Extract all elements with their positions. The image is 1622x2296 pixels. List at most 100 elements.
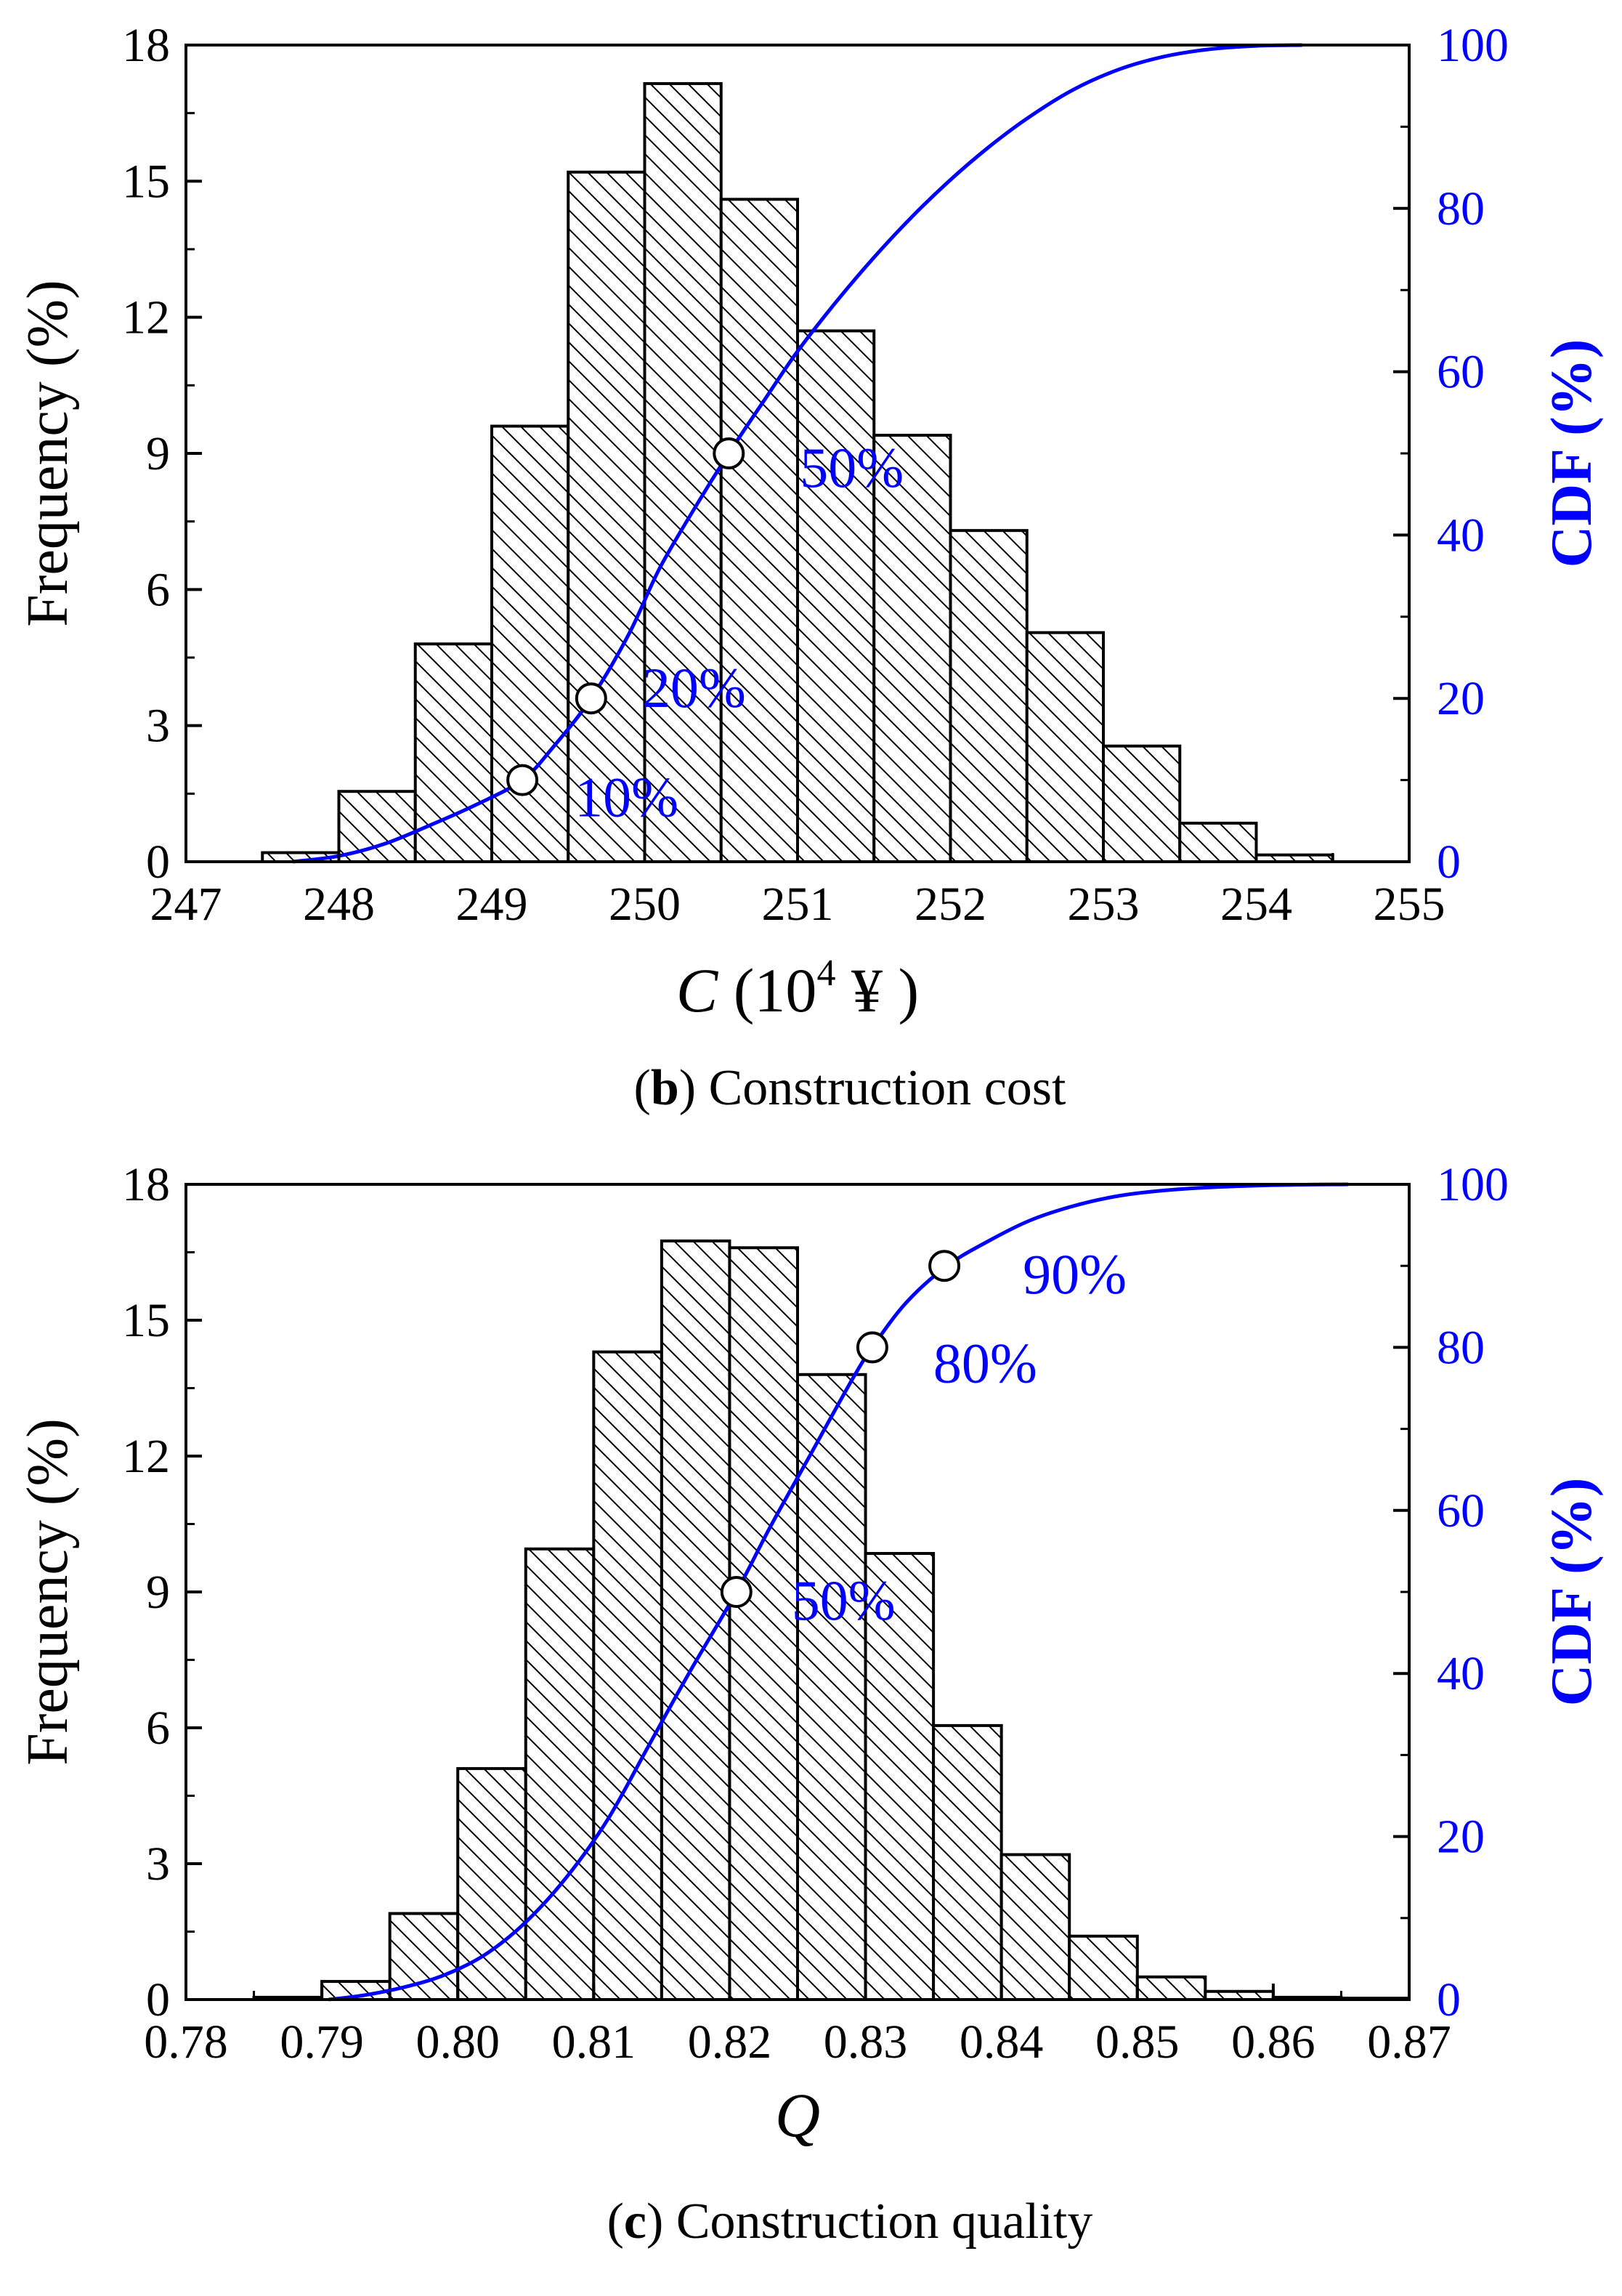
x-axis-unit-exponent: 4 — [816, 953, 835, 994]
y2-tick-label: 40 — [1437, 1647, 1485, 1700]
x-tick-label: 253 — [1068, 878, 1140, 931]
histogram-bar — [337, 790, 417, 863]
y2-tick-label: 100 — [1437, 1158, 1509, 1211]
caption-letter: b — [651, 1060, 679, 1116]
x-axis-ticks: 247 248 249 250 251 252 253 254 255 — [150, 846, 1445, 931]
y-tick-label: 12 — [122, 291, 170, 344]
caption-text: Construction quality — [663, 2194, 1092, 2249]
cdf-marker — [856, 1331, 888, 1364]
x-tick-label: 254 — [1220, 878, 1292, 931]
y2-axis-ticks: 0 20 40 60 80 100 — [1393, 19, 1509, 889]
x-tick-label: 0.79 — [280, 2016, 364, 2069]
y2-tick-label: 20 — [1437, 672, 1485, 725]
x-tick-label: 0.78 — [144, 2016, 228, 2069]
x-tick-label: 0.81 — [552, 2016, 636, 2069]
x-tick-label: 0.85 — [1095, 2016, 1180, 2069]
y-axis-ticks: 0 3 6 9 12 15 18 — [122, 1158, 202, 2026]
panel-caption: (b) Construction cost — [634, 1060, 1067, 1116]
histogram-bar — [999, 1853, 1071, 2002]
caption-text: Construction cost — [696, 1060, 1066, 1116]
x-tick-label: 249 — [456, 878, 528, 931]
y-tick-label: 12 — [122, 1430, 170, 1483]
cdf-curve — [292, 43, 1302, 864]
x-tick-label: 0.86 — [1231, 2016, 1315, 2069]
x-axis-title: Q — [775, 2080, 820, 2150]
histogram-bar — [872, 434, 952, 863]
histogram-bar — [643, 82, 723, 864]
histogram-bar — [719, 198, 799, 863]
x-tick-label: 0.87 — [1367, 2016, 1451, 2069]
histogram-bar — [932, 1723, 1003, 2001]
y-tick-label: 15 — [122, 155, 170, 208]
cdf-marker-label: 80% — [933, 1331, 1037, 1394]
y2-tick-label: 100 — [1437, 19, 1509, 72]
histogram-bar — [796, 1373, 867, 2002]
y2-tick-label: 80 — [1437, 1321, 1485, 1374]
histogram-bar — [524, 1547, 596, 2002]
x-tick-label: 0.80 — [415, 2016, 500, 2069]
y-axis-title: Frequency (%) — [16, 280, 80, 627]
x-tick-label: 0.82 — [688, 2016, 772, 2069]
y-tick-label: 0 — [146, 1973, 170, 2026]
cdf-marker-label: 20% — [642, 656, 746, 719]
histogram-bars — [252, 1239, 1411, 2002]
y-tick-label: 18 — [122, 1158, 170, 1211]
y2-axis-ticks: 0 20 40 60 80 100 — [1393, 1158, 1509, 2026]
y2-axis-title: CDF (%) — [1540, 1478, 1604, 1707]
cdf-marker-label: 90% — [1023, 1242, 1127, 1306]
y-tick-label: 18 — [122, 19, 170, 72]
y2-axis-title: CDF (%) — [1540, 339, 1604, 568]
y-tick-label: 6 — [146, 563, 170, 616]
y2-tick-label: 0 — [1437, 1973, 1461, 2026]
cdf-markers: 50% 80% 90% — [720, 1242, 1127, 1632]
y2-tick-label: 20 — [1437, 1811, 1485, 1864]
cdf-marker — [506, 764, 539, 796]
y-tick-label: 9 — [146, 1566, 170, 1619]
x-axis-ticks: 0.78 0.79 0.80 0.81 0.82 0.83 0.84 0.85 0.86 0.87 — [144, 1984, 1451, 2069]
y-tick-label: 6 — [146, 1702, 170, 1755]
x-tick-label: 255 — [1374, 878, 1445, 931]
cdf-marker-label: 50% — [792, 1569, 896, 1632]
x-tick-label: 0.83 — [824, 2016, 908, 2069]
panel-b-construction-cost: 10% 20% 50% 247 248 249 250 251 252 253 254 255 0 3… — [16, 19, 1604, 1116]
x-axis-unit-tail: ¥ ) — [835, 955, 919, 1025]
x-axis-unit: (10 — [718, 955, 816, 1025]
cdf-marker-label: 50% — [800, 436, 904, 499]
y2-tick-label: 40 — [1437, 509, 1485, 562]
cdf-marker — [575, 682, 607, 715]
y-axis-ticks: 0 3 6 9 12 15 18 — [122, 19, 202, 889]
y-tick-label: 15 — [122, 1294, 170, 1347]
histogram-bar — [796, 329, 876, 863]
caption-letter: c — [624, 2194, 646, 2249]
x-tick-label: 248 — [303, 878, 375, 931]
histogram-bar — [490, 424, 570, 863]
histogram-bar — [456, 1767, 527, 2002]
histogram-bar — [567, 170, 646, 864]
x-tick-label: 250 — [609, 878, 681, 931]
x-axis-title: C (104 ¥ ) — [676, 953, 919, 1025]
x-axis-variable: C — [676, 955, 719, 1025]
histogram-bar — [949, 529, 1029, 864]
y-axis-title: Frequency (%) — [16, 1418, 80, 1766]
x-tick-label: 251 — [762, 878, 834, 931]
y-tick-label: 3 — [146, 700, 170, 753]
x-tick-label: 252 — [915, 878, 986, 931]
histogram-bar — [1135, 1975, 1207, 2001]
x-tick-label: 247 — [150, 878, 222, 931]
y2-tick-label: 0 — [1437, 836, 1461, 889]
y2-tick-label: 60 — [1437, 1484, 1485, 1537]
histogram-bars — [261, 82, 1334, 864]
cdf-marker — [720, 1576, 753, 1608]
y-tick-label: 3 — [146, 1838, 170, 1891]
histogram-bar — [592, 1350, 663, 2001]
cdf-curve — [328, 1182, 1348, 2002]
histogram-bar — [1025, 631, 1105, 864]
y-tick-label: 9 — [146, 427, 170, 480]
cdf-markers: 10% 20% 50% — [506, 436, 904, 829]
cdf-marker-label: 10% — [575, 766, 678, 829]
histogram-bar — [1102, 744, 1182, 864]
histogram-bar — [1178, 821, 1258, 864]
x-tick-label: 0.84 — [960, 2016, 1044, 2069]
panel-c-construction-quality: 50%80%90% 0.78 0.79 0.80 0.81 0.82 0.83 0.84 0.… — [16, 1158, 1604, 2249]
